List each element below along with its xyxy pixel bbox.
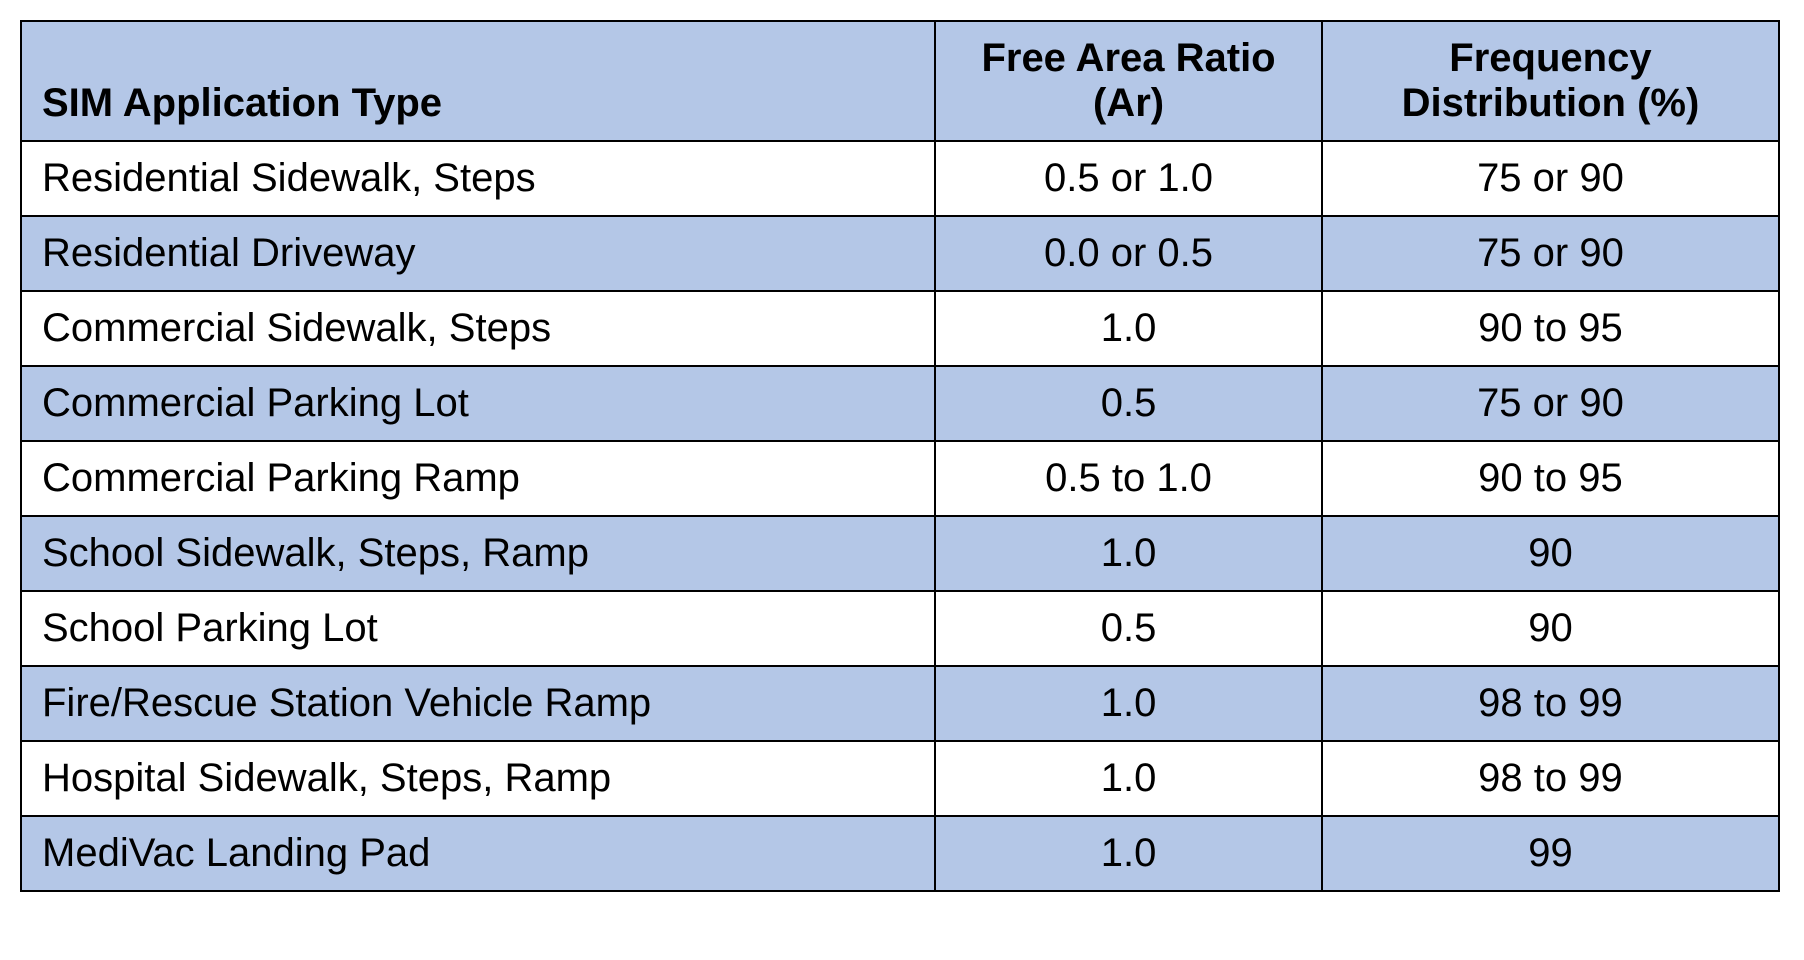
header-free-area: Free Area Ratio (Ar)	[935, 21, 1322, 141]
table-row: Fire/Rescue Station Vehicle Ramp 1.0 98 …	[21, 666, 1779, 741]
cell-ratio: 0.5 or 1.0	[935, 141, 1322, 216]
cell-ratio: 0.5	[935, 366, 1322, 441]
sim-application-table: SIM Application Type Free Area Ratio (Ar…	[20, 20, 1780, 892]
cell-ratio: 0.5 to 1.0	[935, 441, 1322, 516]
cell-freq: 75 or 90	[1322, 141, 1779, 216]
cell-type: Fire/Rescue Station Vehicle Ramp	[21, 666, 935, 741]
table-header-row: SIM Application Type Free Area Ratio (Ar…	[21, 21, 1779, 141]
cell-type: Commercial Parking Ramp	[21, 441, 935, 516]
table-row: Commercial Sidewalk, Steps 1.0 90 to 95	[21, 291, 1779, 366]
cell-freq: 75 or 90	[1322, 216, 1779, 291]
table-row: School Sidewalk, Steps, Ramp 1.0 90	[21, 516, 1779, 591]
cell-freq: 98 to 99	[1322, 666, 1779, 741]
table-row: Commercial Parking Lot 0.5 75 or 90	[21, 366, 1779, 441]
cell-type: Residential Driveway	[21, 216, 935, 291]
cell-freq: 90	[1322, 516, 1779, 591]
table-row: Residential Driveway 0.0 or 0.5 75 or 90	[21, 216, 1779, 291]
header-sim-type: SIM Application Type	[21, 21, 935, 141]
cell-type: Commercial Sidewalk, Steps	[21, 291, 935, 366]
cell-freq: 90 to 95	[1322, 291, 1779, 366]
cell-ratio: 0.5	[935, 591, 1322, 666]
cell-type: Commercial Parking Lot	[21, 366, 935, 441]
cell-type: MediVac Landing Pad	[21, 816, 935, 891]
cell-ratio: 1.0	[935, 291, 1322, 366]
cell-type: School Parking Lot	[21, 591, 935, 666]
cell-ratio: 1.0	[935, 741, 1322, 816]
cell-ratio: 0.0 or 0.5	[935, 216, 1322, 291]
cell-freq: 99	[1322, 816, 1779, 891]
header-freq-dist: Frequency Distribution (%)	[1322, 21, 1779, 141]
table-row: Commercial Parking Ramp 0.5 to 1.0 90 to…	[21, 441, 1779, 516]
cell-freq: 75 or 90	[1322, 366, 1779, 441]
cell-freq: 98 to 99	[1322, 741, 1779, 816]
table-row: Residential Sidewalk, Steps 0.5 or 1.0 7…	[21, 141, 1779, 216]
cell-type: School Sidewalk, Steps, Ramp	[21, 516, 935, 591]
cell-freq: 90	[1322, 591, 1779, 666]
cell-ratio: 1.0	[935, 816, 1322, 891]
table-row: MediVac Landing Pad 1.0 99	[21, 816, 1779, 891]
cell-ratio: 1.0	[935, 516, 1322, 591]
table-row: Hospital Sidewalk, Steps, Ramp 1.0 98 to…	[21, 741, 1779, 816]
cell-freq: 90 to 95	[1322, 441, 1779, 516]
cell-type: Hospital Sidewalk, Steps, Ramp	[21, 741, 935, 816]
table-row: School Parking Lot 0.5 90	[21, 591, 1779, 666]
cell-ratio: 1.0	[935, 666, 1322, 741]
cell-type: Residential Sidewalk, Steps	[21, 141, 935, 216]
